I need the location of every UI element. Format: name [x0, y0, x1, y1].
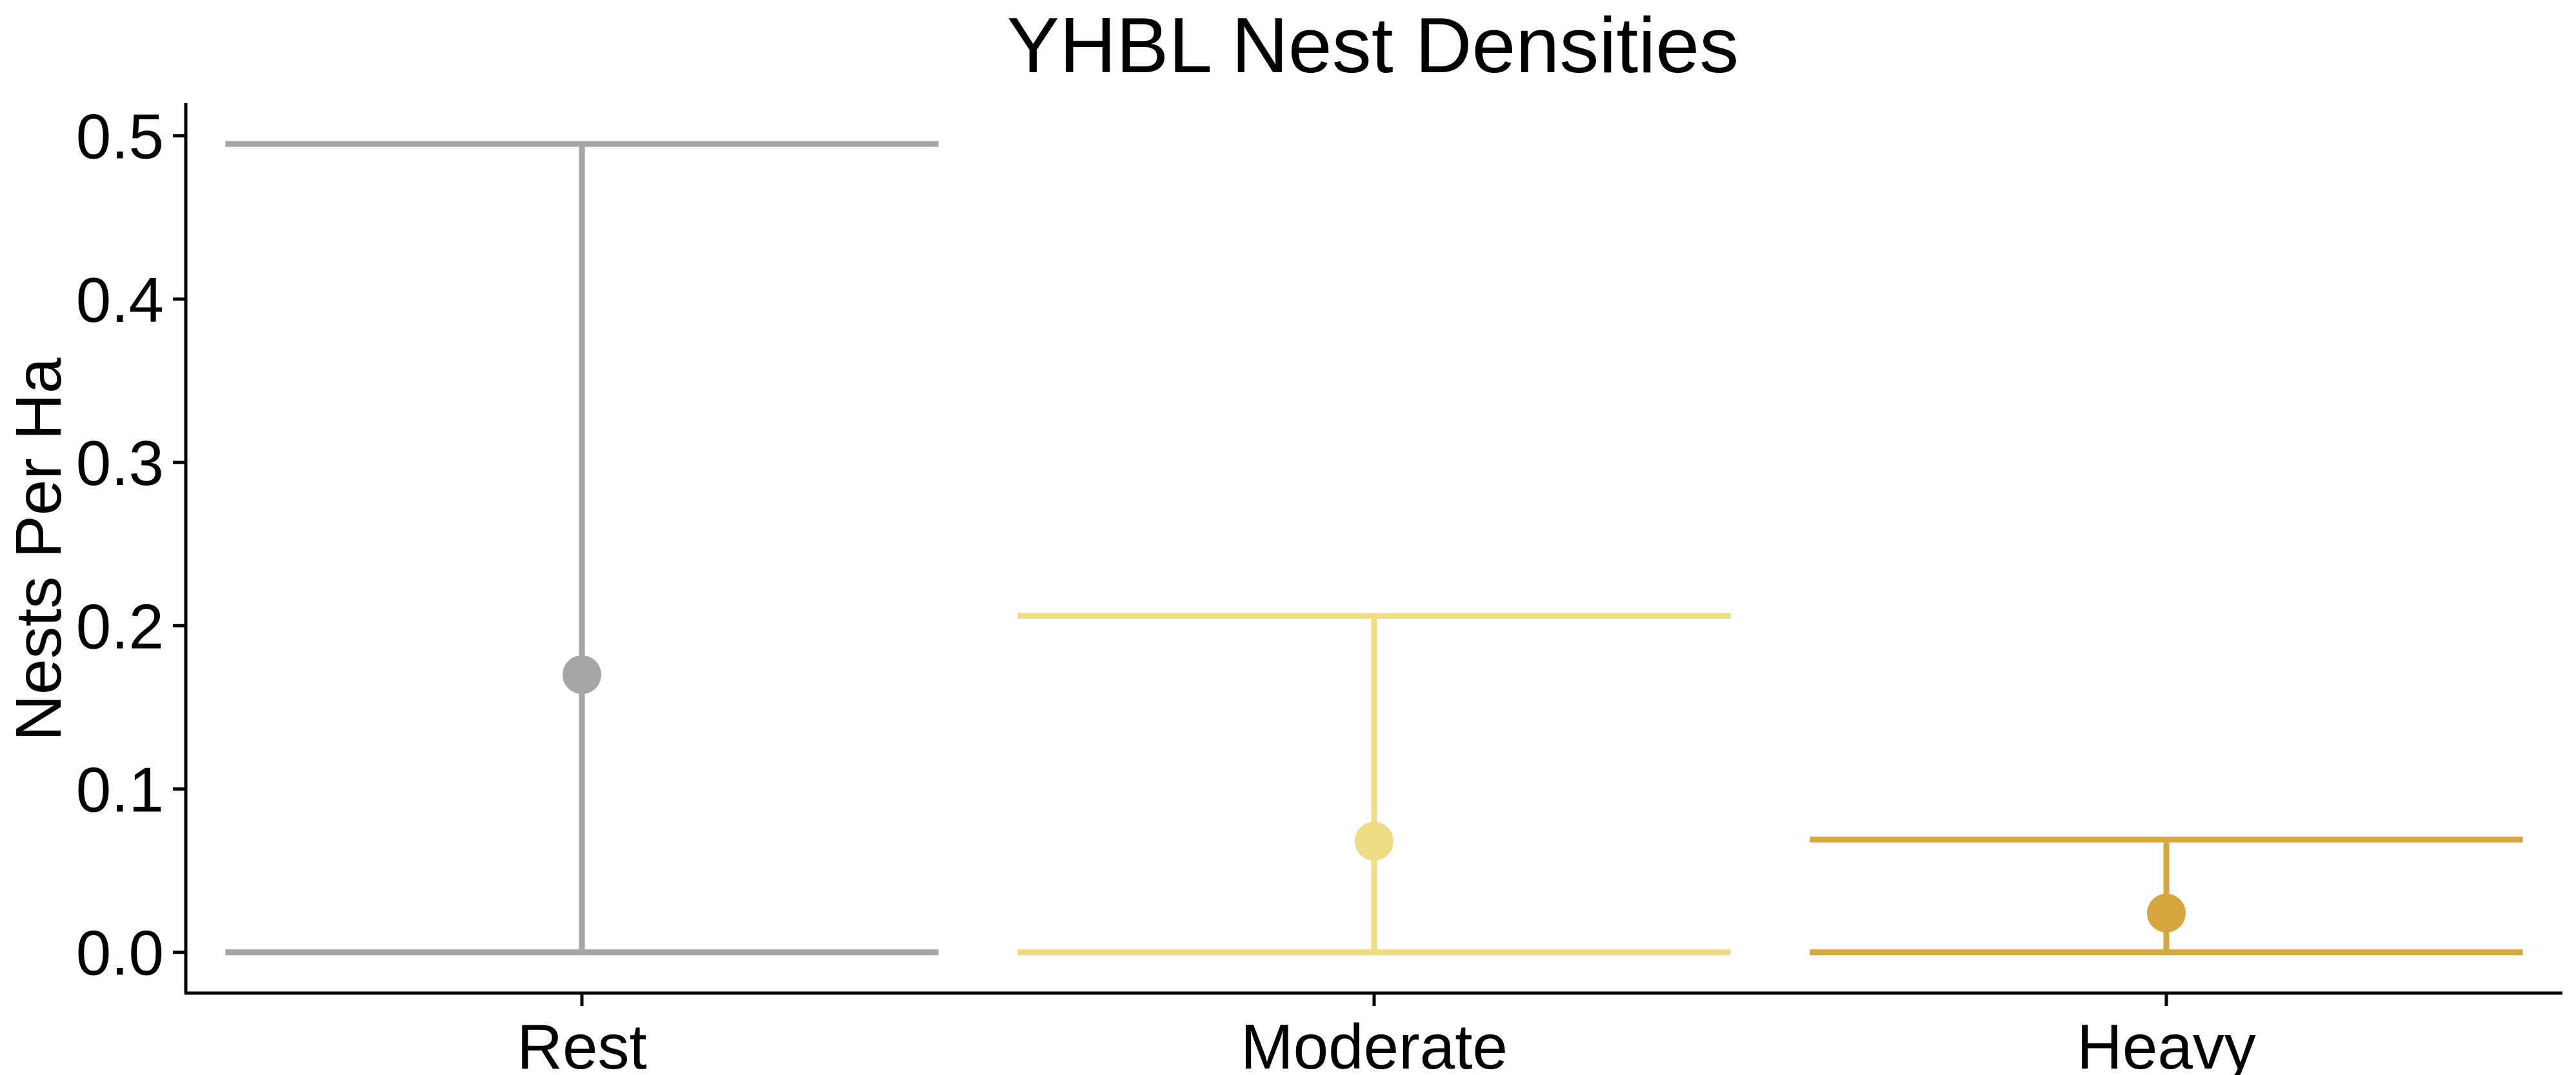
y-tick-label: 0.4 [76, 264, 164, 335]
y-axis-label: Nests Per Ha [3, 357, 75, 741]
x-tick-label: Moderate [1241, 1011, 1508, 1075]
y-tick-label: 0.0 [76, 918, 164, 989]
axis-ticks: 0.0 0.1 0.2 0.3 0.4 0.5 Rest Moderate Heavy [76, 101, 2256, 1075]
y-tick-label: 0.2 [76, 591, 164, 662]
x-tick-label: Heavy [2077, 1011, 2256, 1075]
chart-title: YHBL Nest Densities [1007, 1, 1739, 89]
y-tick-label: 0.3 [76, 428, 164, 498]
chart-marks [225, 141, 2523, 956]
y-tick-label: 0.5 [76, 101, 164, 172]
data-point [563, 655, 601, 695]
x-tick-label: Rest [517, 1011, 647, 1075]
data-point [2147, 893, 2186, 932]
data-point [1355, 822, 1393, 861]
y-tick-label: 0.1 [76, 754, 164, 825]
